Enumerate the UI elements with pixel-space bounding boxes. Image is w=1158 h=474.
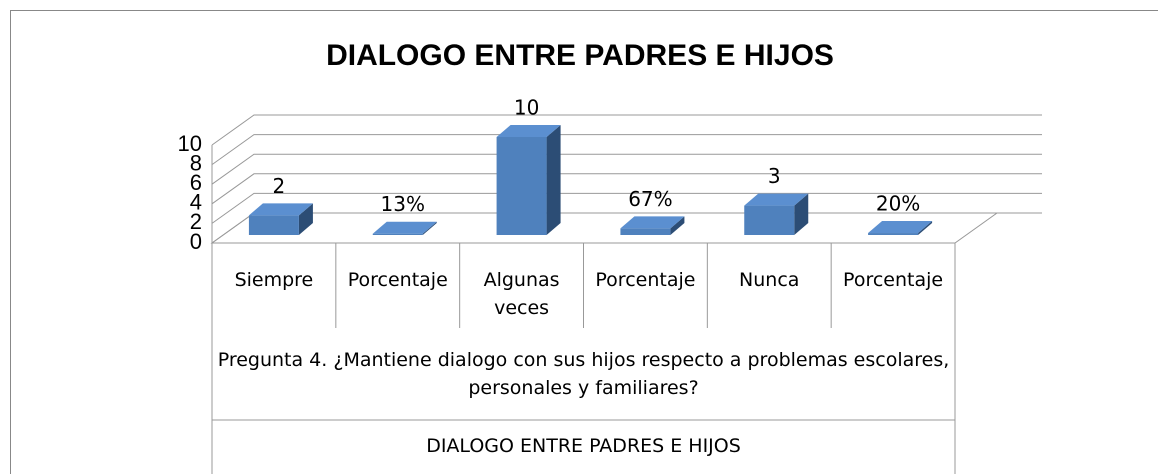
value-label: 20% [876, 192, 920, 216]
x-tick-label: Porcentaje [843, 269, 944, 291]
chart-title: DIALOGO ENTRE PADRES E HIJOS [326, 39, 834, 72]
bar [372, 233, 423, 235]
bar-side [298, 203, 313, 235]
bar-top [496, 125, 561, 137]
x-tick-label-box: Nunca [739, 269, 800, 291]
grid-line [211, 153, 1042, 185]
bar-top [744, 193, 809, 206]
bar-side [422, 221, 437, 235]
grid-line [211, 134, 1042, 166]
x-tick-label: Porcentaje [347, 269, 448, 291]
x-tick-label-box: Porcentaje [843, 269, 944, 291]
bar-top [868, 221, 933, 234]
y-tick-label: 8 [190, 150, 202, 175]
bar [744, 205, 795, 235]
x-tick-label: Nunca [739, 269, 800, 291]
bar-side [546, 125, 561, 235]
bar [868, 233, 919, 235]
x-tick-label-box: Porcentaje [347, 269, 448, 291]
y-tick-label: 0 [190, 229, 202, 254]
y-tick-label: 6 [190, 170, 202, 195]
x-tick-label: Porcentaje [595, 269, 696, 291]
y-tick-label: 4 [190, 190, 202, 215]
bar-side [670, 216, 685, 235]
bar-top [372, 221, 437, 234]
value-label: 3 [768, 164, 781, 188]
group-label-box: DIALOGO ENTRE PADRES E HIJOS [426, 435, 741, 457]
chart-border [10, 10, 1158, 474]
value-label: 10 [514, 96, 539, 120]
bar-side [918, 221, 933, 235]
value-label: 13% [381, 192, 425, 216]
bar-top [248, 203, 313, 216]
grid-line [211, 173, 1042, 205]
x-tick-label-box: Algunas veces [483, 269, 560, 319]
grid-line [211, 192, 1042, 224]
group-label-box: Pregunta 4. ¿Mantiene dialogo con sus hi… [217, 349, 950, 399]
bar-top [620, 216, 685, 229]
x-tick-label: Algunas veces [483, 269, 560, 319]
value-label: 2 [273, 174, 286, 198]
x-tick-label: Siempre [234, 269, 314, 291]
bar [496, 137, 547, 235]
x-tick-label-box: Siempre [234, 269, 314, 291]
grid-line [211, 114, 1042, 146]
bar [620, 228, 671, 235]
bar-side [794, 193, 809, 235]
bar [248, 215, 299, 235]
y-tick-label: 2 [190, 209, 202, 234]
value-label: 67% [628, 187, 672, 211]
group-label: Pregunta 4. ¿Mantiene dialogo con sus hi… [217, 349, 950, 399]
x-tick-label-box: Porcentaje [595, 269, 696, 291]
y-tick-label: 10 [178, 131, 202, 156]
group-label: DIALOGO ENTRE PADRES E HIJOS [426, 435, 741, 457]
